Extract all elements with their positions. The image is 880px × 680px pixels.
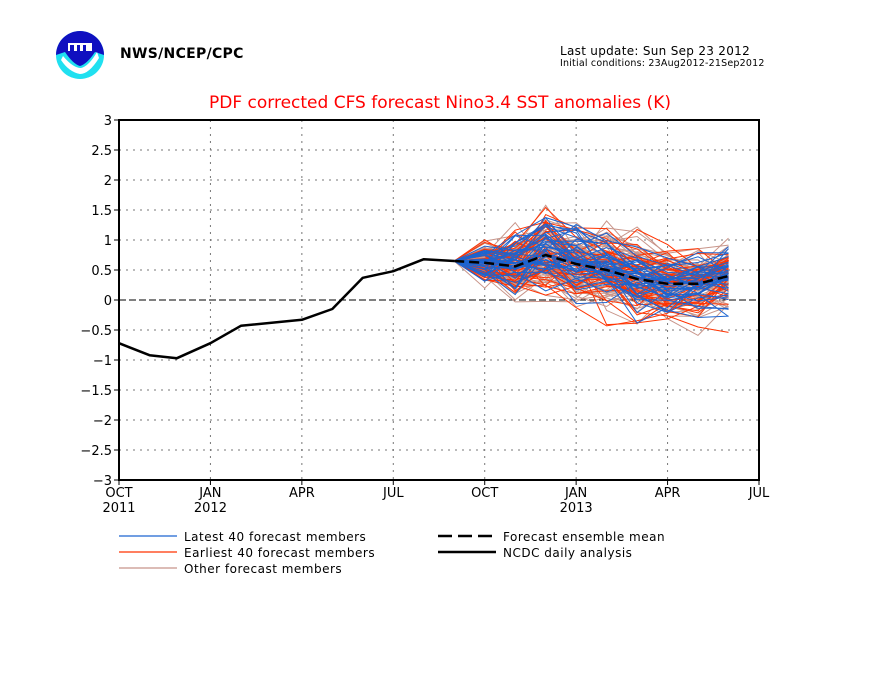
y-tick-label: 1 <box>104 234 112 249</box>
x-tick-label: OCT <box>105 486 132 501</box>
ensemble-member-line <box>454 223 729 287</box>
ensemble-members <box>453 204 729 337</box>
ensemble-member-line <box>454 250 729 314</box>
x-tick-label: JUL <box>748 486 770 501</box>
y-tick-label: 3 <box>104 114 112 129</box>
ensemble-member-line <box>454 217 729 295</box>
y-tick-label: −1.5 <box>80 384 112 399</box>
ensemble-member-line <box>454 235 729 290</box>
org-label: NWS/NCEP/CPC <box>120 46 244 62</box>
y-tick-label: −1 <box>93 354 112 369</box>
x-tick-label: APR <box>655 486 681 501</box>
y-tick-label: −3 <box>93 474 112 489</box>
ensemble-member-line <box>454 229 729 281</box>
noaa-logo-icon <box>55 30 105 80</box>
initial-conditions-label: Initial conditions: 23Aug2012-21Sep2012 <box>560 58 765 69</box>
y-tick-label: 2 <box>104 174 112 189</box>
y-tick-label: −2 <box>93 414 112 429</box>
grid <box>119 120 759 480</box>
legend-label: Earliest 40 forecast members <box>184 546 375 560</box>
x-tick-label: JAN <box>564 486 587 501</box>
x-tick-year-label: 2012 <box>194 501 227 516</box>
ensemble-mean-line <box>454 253 729 286</box>
ncdc-analysis-line <box>118 257 455 360</box>
legend: Latest 40 forecast members Earliest 40 fo… <box>119 530 665 576</box>
tick-labels: 32.521.510.50−0.5−1−1.5−2−2.5−3OCT2011JA… <box>80 114 770 516</box>
y-tick-label: 1.5 <box>91 204 112 219</box>
y-tick-label: −0.5 <box>80 324 112 339</box>
last-update-label: Last update: Sun Sep 23 2012 <box>560 44 751 58</box>
ensemble-member-line <box>453 216 729 282</box>
legend-label: Latest 40 forecast members <box>184 530 366 544</box>
y-tick-label: 2.5 <box>91 144 112 159</box>
x-tick-label: JAN <box>198 486 221 501</box>
x-tick-year-label: 2011 <box>102 501 135 516</box>
series-lines <box>118 253 729 360</box>
legend-label: NCDC daily analysis <box>503 546 632 560</box>
y-tick-label: −2.5 <box>80 444 112 459</box>
x-tick-year-label: 2013 <box>560 501 593 516</box>
x-tick-label: JUL <box>382 486 404 501</box>
y-tick-label: 0 <box>104 294 112 309</box>
x-tick-label: OCT <box>471 486 498 501</box>
ensemble-member-line <box>454 240 729 296</box>
ensemble-member-line <box>453 223 729 268</box>
legend-label: Other forecast members <box>184 562 342 576</box>
ensemble-member-line <box>454 251 729 280</box>
y-tick-label: 0.5 <box>91 264 112 279</box>
chart-title: PDF corrected CFS forecast Nino3.4 SST a… <box>209 93 671 113</box>
ensemble-member-line <box>454 240 729 306</box>
ensemble-member-line <box>454 242 729 289</box>
x-tick-label: APR <box>289 486 315 501</box>
ensemble-member-line <box>453 223 729 298</box>
legend-label: Forecast ensemble mean <box>503 530 665 544</box>
